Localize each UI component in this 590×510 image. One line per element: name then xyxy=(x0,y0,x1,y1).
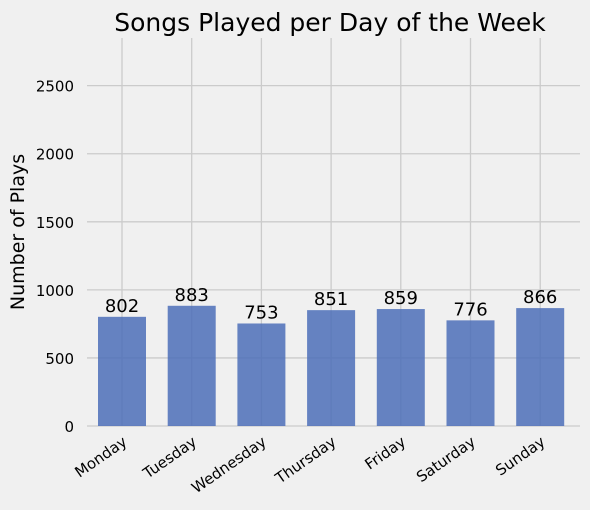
y-axis-ticks: 0 500 1000 1500 2000 2500 xyxy=(36,78,74,436)
data-label: 802 xyxy=(105,296,139,317)
y-axis-label: Number of Plays xyxy=(7,154,29,310)
data-labels: 802 883 753 851 859 776 866 xyxy=(105,285,558,324)
data-label: 776 xyxy=(453,299,487,320)
data-label: 753 xyxy=(244,302,278,323)
x-tick-label: Wednesday xyxy=(188,432,270,497)
x-tick-label: Friday xyxy=(362,432,410,473)
y-tick-label: 2000 xyxy=(36,146,74,164)
y-tick-label: 1000 xyxy=(36,282,74,300)
bar xyxy=(446,320,495,426)
bar xyxy=(307,310,356,426)
bar xyxy=(237,323,286,426)
x-tick-label: Monday xyxy=(71,432,130,481)
data-label: 859 xyxy=(384,288,418,309)
data-label: 883 xyxy=(175,285,209,306)
y-tick-label: 1500 xyxy=(36,214,74,232)
y-tick-label: 0 xyxy=(64,418,74,436)
bar xyxy=(98,316,146,426)
bar xyxy=(167,305,216,426)
chart-title: Songs Played per Day of the Week xyxy=(114,8,546,37)
y-tick-label: 2500 xyxy=(36,78,74,96)
x-tick-label: Saturday xyxy=(413,432,479,486)
bar xyxy=(376,309,425,426)
x-tick-label: Sunday xyxy=(492,432,548,479)
x-tick-label: Thursday xyxy=(271,432,339,487)
data-label: 866 xyxy=(523,287,557,308)
x-tick-label: Tuesday xyxy=(139,432,200,482)
bar xyxy=(516,308,565,426)
y-tick-label: 500 xyxy=(45,350,74,368)
data-label: 851 xyxy=(314,289,348,310)
bars xyxy=(98,305,565,426)
